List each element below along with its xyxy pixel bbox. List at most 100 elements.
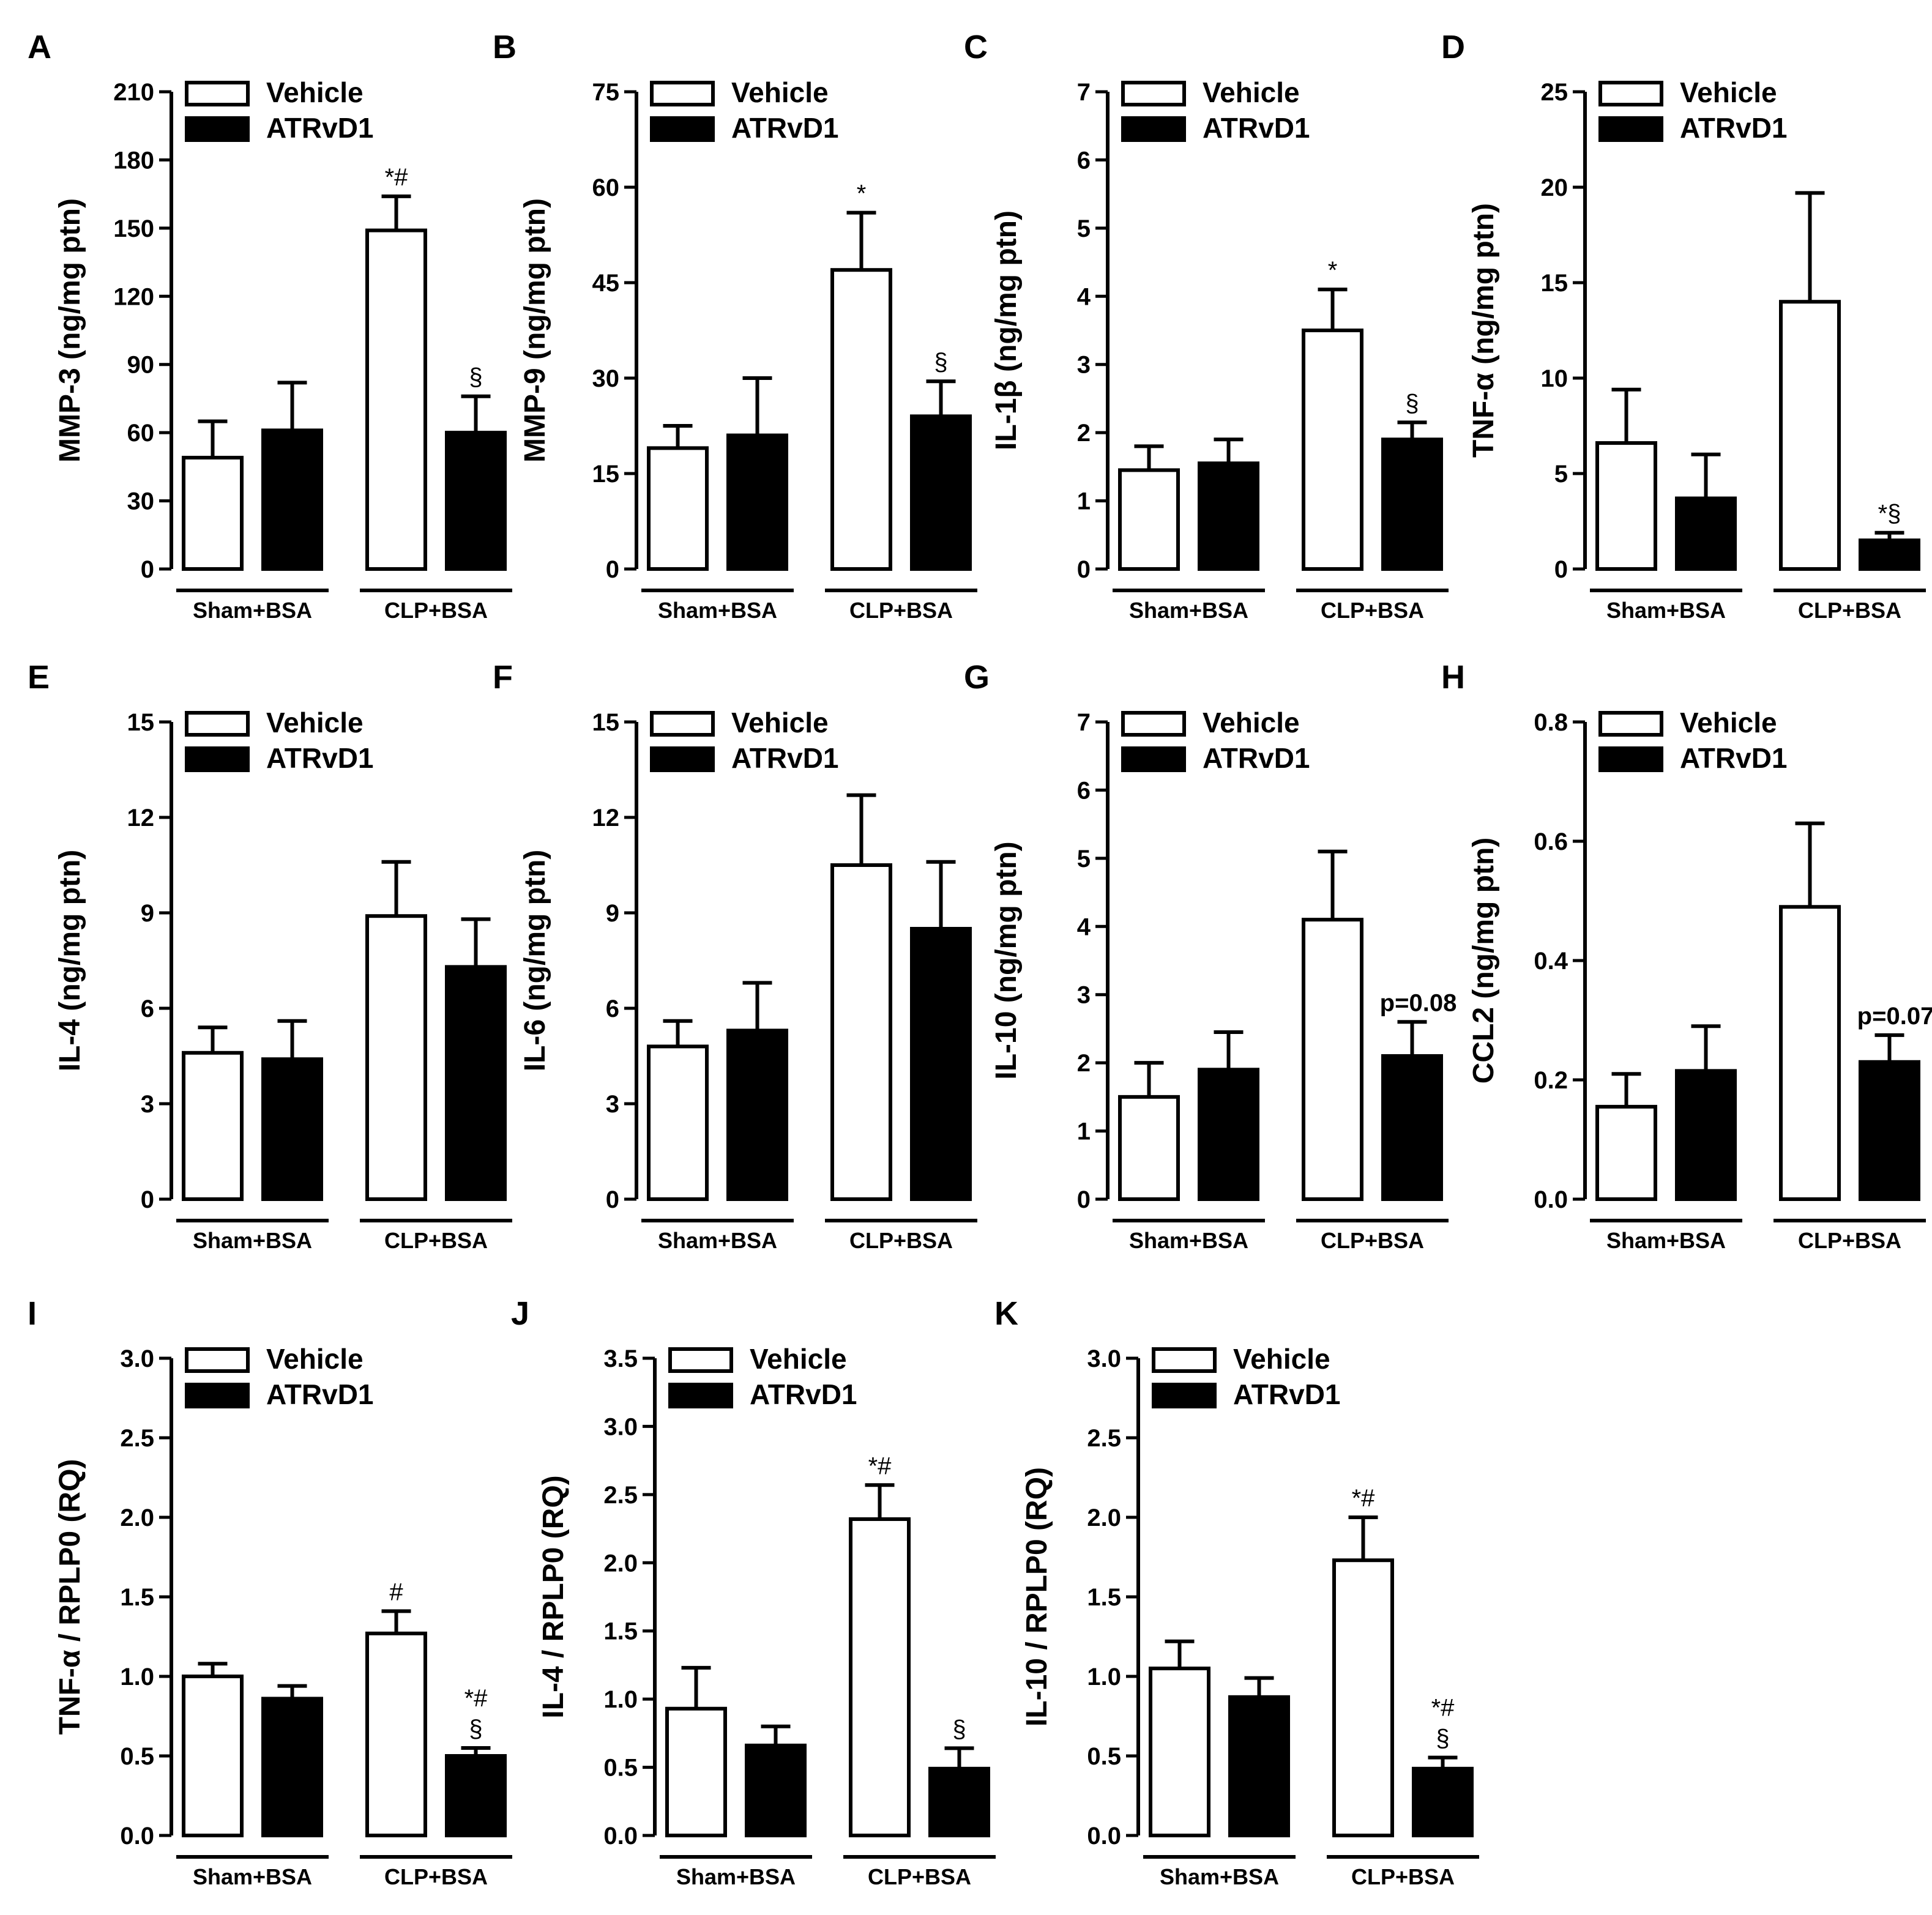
significance-label: §	[952, 1716, 966, 1742]
y-tick-label: 3.0	[120, 1345, 154, 1372]
group-label: CLP+BSA	[384, 1864, 488, 1889]
legend-label-atrvd1: ATRvD1	[1680, 112, 1788, 144]
y-tick-label: 1.0	[120, 1664, 154, 1690]
legend-label-atrvd1: ATRvD1	[1203, 742, 1310, 774]
legend-swatch-vehicle	[185, 711, 250, 737]
y-tick-label: 3	[1077, 352, 1091, 379]
significance-label: *#	[868, 1452, 892, 1479]
bar-atrvd1-1	[928, 1766, 990, 1838]
y-tick-label: 0.0	[1534, 1186, 1568, 1213]
bar-atrvd1-1	[910, 414, 972, 571]
legend-swatch-vehicle	[185, 1347, 250, 1373]
y-tick-label: 12	[127, 805, 155, 831]
group-label: Sham+BSA	[193, 598, 312, 623]
panel-k: K 0.0 0.5 1.0 1.5 2.0 2.5 3.0 IL-10 / RPLP0 (RQ)…	[994, 1295, 1479, 1889]
group-label: CLP+BSA	[384, 598, 488, 623]
y-axis-label: IL-10 / RPLP0 (RQ)	[1021, 1467, 1053, 1727]
y-tick-label: 15	[127, 709, 155, 736]
y-tick-label: 3	[606, 1091, 619, 1118]
panel-letter: G	[964, 659, 990, 696]
legend-swatch-atrvd1	[185, 1383, 250, 1408]
legend-label-atrvd1: ATRvD1	[731, 112, 839, 144]
group-label: CLP+BSA	[384, 1228, 488, 1253]
y-tick-label: 15	[592, 709, 620, 736]
group-label: Sham+BSA	[676, 1864, 796, 1889]
panel-d: D 0 5 10 15 20 25 TNF-α (ng/mg ptn) Sham+BSA CLP+…	[1441, 29, 1926, 623]
y-tick-label: 5	[1077, 846, 1091, 872]
y-tick-label: 25	[1541, 79, 1568, 106]
legend-swatch-vehicle	[668, 1347, 733, 1373]
y-tick-label: 6	[1077, 777, 1091, 804]
y-tick-label: 2.0	[1087, 1504, 1121, 1531]
bar-vehicle-0	[182, 1050, 244, 1202]
panel-letter: B	[493, 29, 517, 65]
significance-label: *#	[1352, 1485, 1376, 1512]
group-label: Sham+BSA	[1160, 1864, 1279, 1889]
y-tick-label: 12	[592, 805, 620, 831]
y-tick-label: 0	[1077, 1186, 1091, 1213]
y-tick-label: 1.5	[1087, 1584, 1121, 1611]
panel-letter: H	[1441, 659, 1465, 696]
bar-atrvd1-0	[1675, 496, 1737, 571]
panel-f: F 0 3 6 9 12 15 IL-6 (ng/mg ptn) Sham+BSA CLP+BSA…	[493, 659, 977, 1253]
panel-j: J 0.0 0.5 1.0 1.5 2.0 2.5 3.0 3.5 IL-4 / RPLP0 (R…	[511, 1295, 996, 1889]
bar-vehicle-1	[1302, 918, 1363, 1201]
y-tick-label: 0.5	[1087, 1743, 1121, 1770]
y-tick-label: 1.5	[603, 1618, 638, 1645]
legend-label-vehicle: Vehicle	[750, 1343, 847, 1375]
bar-atrvd1-1	[910, 927, 972, 1201]
y-tick-label: 5	[1077, 215, 1091, 242]
legend-label-vehicle: Vehicle	[1203, 707, 1300, 738]
y-tick-label: 3.5	[603, 1345, 638, 1372]
bar-atrvd1-1	[1381, 1054, 1443, 1201]
significance-label: §	[469, 364, 482, 391]
y-tick-label: 0	[1554, 556, 1568, 583]
legend-swatch-atrvd1	[650, 746, 715, 772]
y-tick-label: 1.0	[603, 1686, 638, 1713]
legend-swatch-vehicle	[1598, 81, 1663, 106]
legend-swatch-vehicle	[1121, 711, 1186, 737]
y-tick-label: 2.0	[120, 1504, 154, 1531]
y-tick-label: 15	[592, 461, 620, 488]
group-label: CLP+BSA	[1351, 1864, 1455, 1889]
y-tick-label: 0	[141, 556, 154, 583]
bar-vehicle-1	[830, 863, 892, 1201]
y-tick-label: 4	[1077, 283, 1091, 310]
y-tick-label: 5	[1554, 461, 1568, 488]
y-tick-label: 1.5	[120, 1584, 154, 1611]
bar-atrvd1-1	[1859, 538, 1920, 571]
significance-label: *	[1328, 257, 1338, 284]
y-tick-label: 6	[1077, 147, 1091, 174]
y-tick-label: 120	[113, 283, 154, 310]
panel-b: B 0 15 30 45 60 75 MMP-9 (ng/mg ptn) Sham+BSA CLP…	[493, 29, 977, 623]
bar-vehicle-1	[1779, 300, 1841, 571]
y-axis-label: IL-10 (ng/mg ptn)	[990, 841, 1023, 1079]
group-label: Sham+BSA	[1606, 598, 1726, 623]
legend-swatch-atrvd1	[650, 116, 715, 142]
y-tick-label: 0.0	[603, 1823, 638, 1850]
y-tick-label: 6	[141, 995, 154, 1022]
bar-vehicle-1	[1302, 329, 1363, 571]
y-tick-label: 7	[1077, 79, 1091, 106]
bar-vehicle-1	[849, 1517, 911, 1837]
legend-label-atrvd1: ATRvD1	[266, 1378, 374, 1410]
bar-vehicle-0	[1149, 1667, 1210, 1837]
panel-letter: A	[28, 29, 51, 65]
legend-swatch-atrvd1	[1598, 746, 1663, 772]
y-tick-label: 20	[1541, 174, 1568, 201]
panel-letter: I	[28, 1295, 37, 1332]
legend-label-atrvd1: ATRvD1	[731, 742, 839, 774]
y-tick-label: 0.0	[120, 1823, 154, 1850]
group-label: Sham+BSA	[193, 1228, 312, 1253]
y-tick-label: 0	[1077, 556, 1091, 583]
y-axis-label: TNF-α / RPLP0 (RQ)	[54, 1459, 86, 1735]
panel-g: G 0 1 2 3 4 5 6 7 IL-10 (ng/mg ptn) Sham+BSA CLP+BS…	[964, 659, 1456, 1253]
y-tick-label: 6	[606, 995, 619, 1022]
bar-vehicle-0	[182, 456, 244, 571]
legend-label-vehicle: Vehicle	[266, 707, 364, 738]
y-tick-label: 0.0	[1087, 1823, 1121, 1850]
y-tick-label: 180	[113, 147, 154, 174]
bar-atrvd1-1	[445, 1754, 507, 1837]
legend-swatch-vehicle	[650, 711, 715, 737]
group-label: Sham+BSA	[193, 1864, 312, 1889]
